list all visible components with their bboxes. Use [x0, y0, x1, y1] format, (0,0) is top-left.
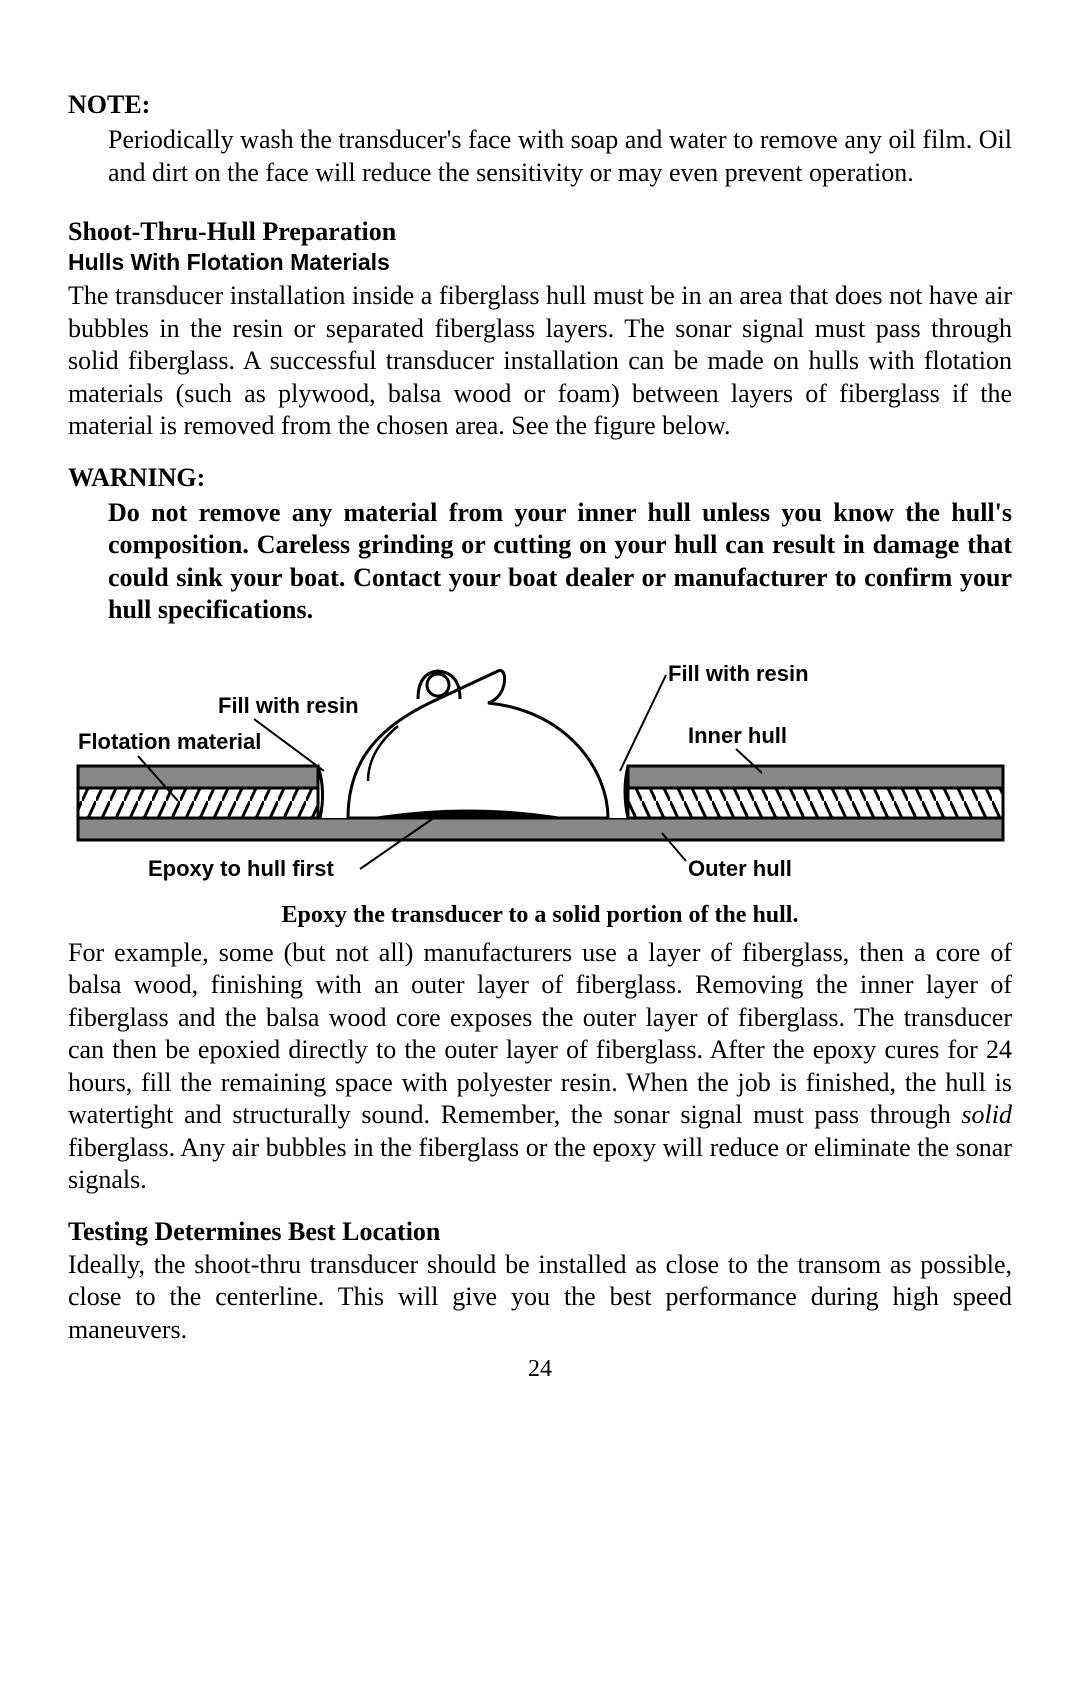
body-example-pre: For example, some (but not all) manufact… — [68, 938, 1012, 1130]
warning-heading: WARNING: — [68, 463, 1012, 493]
label-fill-resin-right: Fill with resin — [668, 661, 809, 686]
page-content: NOTE: Periodically wash the transducer's… — [0, 0, 1080, 1423]
label-epoxy-hull-first: Epoxy to hull first — [148, 856, 334, 881]
label-fill-resin-left: Fill with resin — [218, 693, 359, 718]
note-body: Periodically wash the transducer's face … — [108, 124, 1012, 189]
section-heading-shoot-thru: Shoot-Thru-Hull Preparation — [68, 217, 1012, 247]
body-example: For example, some (but not all) manufact… — [68, 937, 1012, 1197]
body-example-solid: solid — [961, 1100, 1012, 1129]
section-heading-testing: Testing Determines Best Location — [68, 1217, 1012, 1247]
label-inner-hull: Inner hull — [688, 723, 787, 748]
page-number: 24 — [68, 1356, 1012, 1383]
subheading-hulls-flotation: Hulls With Flotation Materials — [68, 249, 1012, 276]
figure-hull-cross-section: Fill with resin Fill with resin Flotatio… — [68, 651, 1012, 929]
body-shoot-thru: The transducer installation inside a fib… — [68, 280, 1012, 443]
figure-caption: Epoxy the transducer to a solid portion … — [68, 902, 1012, 929]
body-example-post: fiberglass. Any air bubbles in the fiber… — [68, 1133, 1012, 1195]
label-flotation-material: Flotation material — [78, 729, 261, 754]
body-testing: Ideally, the shoot-thru transducer shoul… — [68, 1249, 1012, 1347]
label-outer-hull: Outer hull — [688, 856, 792, 881]
note-heading: NOTE: — [68, 90, 1012, 120]
warning-body: Do not remove any material from your inn… — [108, 497, 1012, 627]
